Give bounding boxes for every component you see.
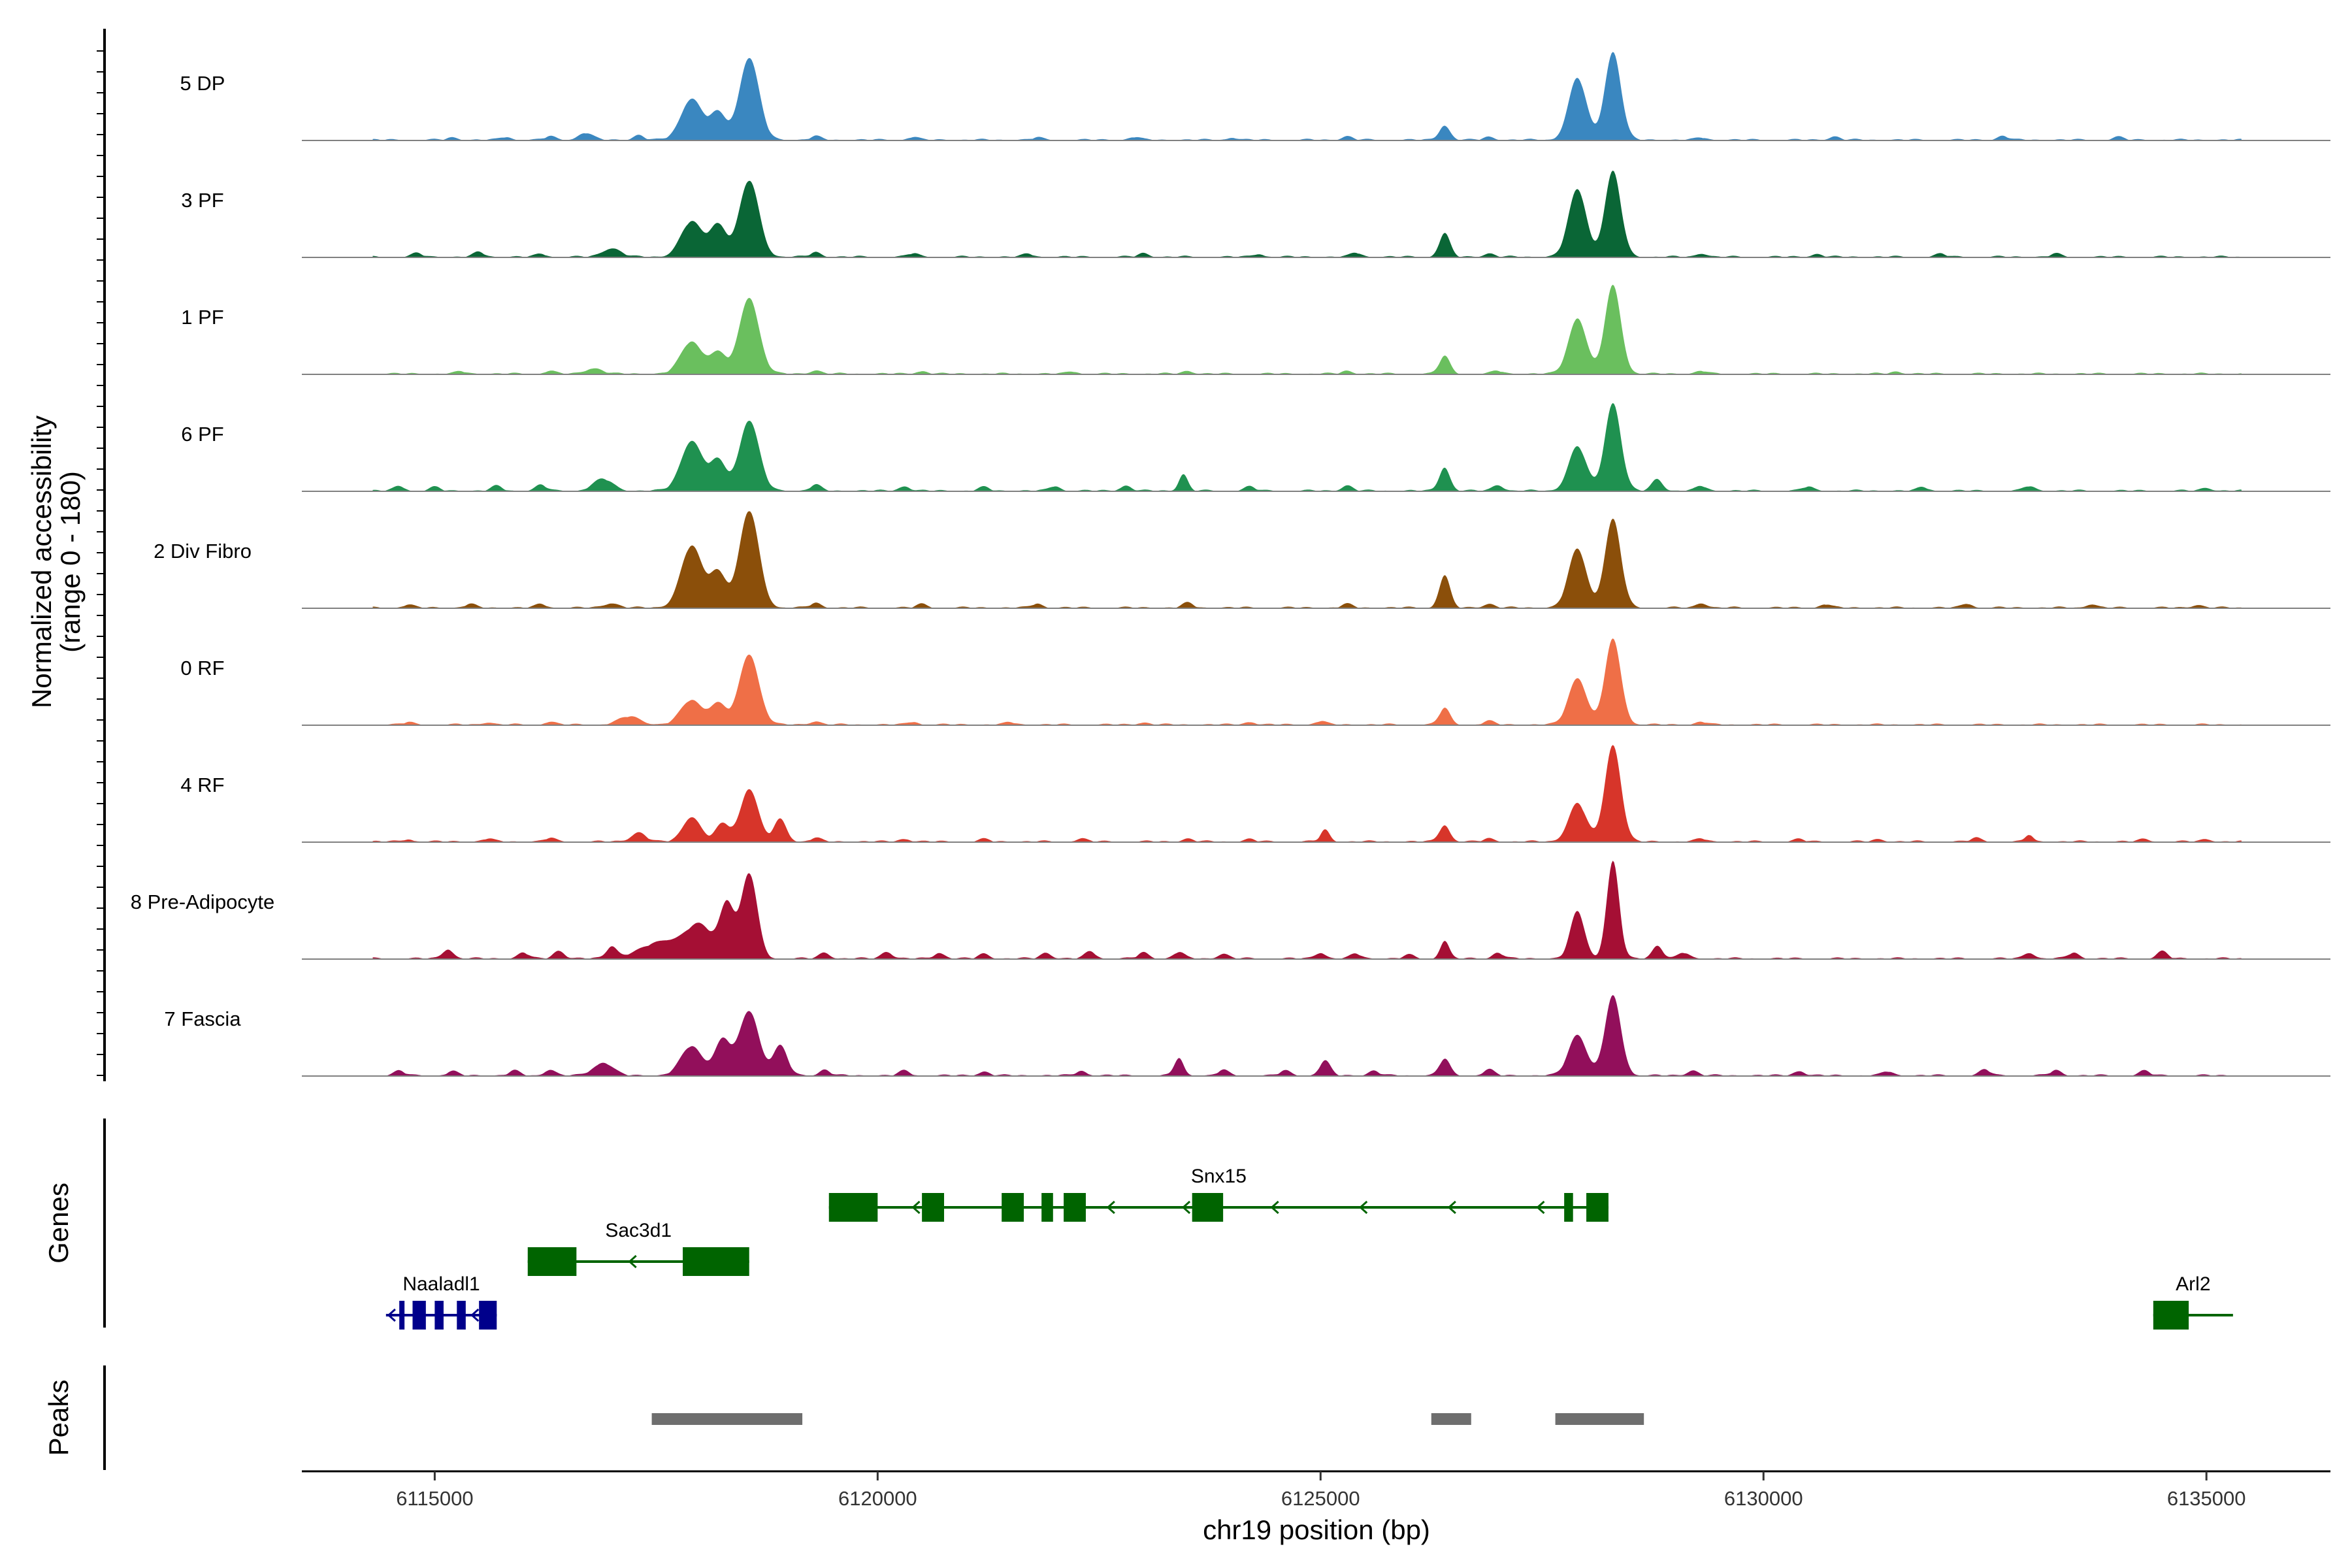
- track-label: 5 DP: [180, 72, 225, 95]
- strand-arrow: [387, 1308, 396, 1322]
- coverage-area: [372, 745, 2242, 842]
- gene-label: Snx15: [1191, 1166, 1247, 1187]
- gene-exon: [1586, 1193, 1609, 1222]
- track-1-pf: 1 PF: [181, 284, 2330, 375]
- y-axis-title-line1: Normalized accessibility: [26, 416, 57, 708]
- track-2-div-fibro: 2 Div Fibro: [154, 511, 2330, 609]
- x-tick-label: 6130000: [1724, 1487, 1803, 1510]
- y-axis-title: Normalized accessibility (range 0 - 180): [26, 416, 86, 708]
- track-label: 2 Div Fibro: [154, 540, 252, 563]
- coverage-area: [372, 402, 2242, 491]
- gene-annotations: Snx15 Sac3d1 Naaladl1 Arl2: [385, 1166, 2233, 1330]
- strand-arrow: [911, 1200, 921, 1215]
- peak-region-bar: [1555, 1413, 1644, 1425]
- gene-exon: [1064, 1193, 1086, 1222]
- x-axis-ticks: 6115000 6120000 6125000 6130000 6135000: [396, 1471, 2246, 1510]
- gene-exon: [1041, 1193, 1053, 1222]
- accessibility-tracks: 5 DP 3 PF 1 PF 6 PF 2 Div Fibro 0 RF 4 RF 8 Pre…: [131, 52, 2330, 1077]
- coverage-area: [372, 995, 2242, 1076]
- gene-naaladl1: Naaladl1: [385, 1273, 497, 1330]
- coverage-area: [372, 511, 2242, 608]
- x-tick-label: 6125000: [1281, 1487, 1360, 1510]
- gene-label: Naaladl1: [402, 1273, 480, 1295]
- strand-arrow: [1536, 1200, 1545, 1215]
- strand-arrow: [628, 1254, 637, 1269]
- coverage-area: [372, 860, 2242, 959]
- gene-label: Arl2: [2176, 1273, 2210, 1295]
- gene-arl2: Arl2: [2153, 1273, 2233, 1330]
- peak-region-bar: [651, 1413, 803, 1425]
- gene-exon: [828, 1193, 878, 1222]
- track-8-pre-adipocyte: 8 Pre-Adipocyte: [131, 860, 2330, 960]
- gene-exon: [1564, 1193, 1573, 1222]
- track-label: 8 Pre-Adipocyte: [131, 890, 275, 913]
- track-label: 1 PF: [181, 306, 223, 329]
- track-label: 4 RF: [180, 774, 224, 796]
- gene-exon: [434, 1301, 444, 1330]
- strand-arrow: [1447, 1200, 1456, 1215]
- gene-exon: [457, 1301, 466, 1330]
- peak-regions: [651, 1413, 1644, 1425]
- gene-exon: [922, 1193, 945, 1222]
- gene-exon: [412, 1301, 426, 1330]
- gene-exon: [399, 1301, 405, 1330]
- y-axis-minor-ticks: [97, 50, 105, 1076]
- coverage-area: [372, 52, 2242, 140]
- coverage-area: [372, 171, 2242, 257]
- track-0-rf: 0 RF: [180, 638, 2330, 726]
- gene-exon: [527, 1247, 577, 1276]
- track-label: 0 RF: [180, 657, 224, 679]
- track-3-pf: 3 PF: [181, 171, 2330, 258]
- x-tick-label: 6115000: [396, 1487, 473, 1510]
- strand-arrow: [470, 1308, 480, 1322]
- x-axis-title: chr19 position (bp): [1203, 1514, 1430, 1545]
- gene-exon: [2153, 1301, 2189, 1330]
- peaks-panel-label: Peaks: [43, 1380, 74, 1456]
- gene-exon: [683, 1247, 749, 1276]
- strand-arrow: [1270, 1200, 1279, 1215]
- strand-arrow: [1181, 1200, 1191, 1215]
- track-5-dp: 5 DP: [180, 52, 2330, 141]
- track-7-fascia: 7 Fascia: [164, 995, 2330, 1077]
- strand-arrow: [1106, 1200, 1115, 1215]
- gene-label: Sac3d1: [605, 1220, 672, 1241]
- peak-region-bar: [1431, 1413, 1471, 1425]
- x-tick-label: 6120000: [838, 1487, 917, 1510]
- gene-sac3d1: Sac3d1: [527, 1220, 749, 1276]
- track-label: 7 Fascia: [164, 1007, 241, 1030]
- gene-exon: [1002, 1193, 1024, 1222]
- gene-snx15: Snx15: [828, 1166, 1609, 1222]
- genes-panel-label: Genes: [43, 1183, 74, 1264]
- strand-arrow: [1359, 1200, 1368, 1215]
- track-4-rf: 4 RF: [180, 745, 2330, 843]
- y-axis-title-line2: (range 0 - 180): [55, 471, 86, 653]
- coverage-area: [372, 638, 2242, 725]
- coverage-area: [372, 284, 2242, 374]
- track-label: 3 PF: [181, 189, 223, 212]
- gene-exon: [479, 1301, 497, 1330]
- gene-exon: [1192, 1193, 1224, 1222]
- track-label: 6 PF: [181, 423, 223, 446]
- x-tick-label: 6135000: [2167, 1487, 2246, 1510]
- track-6-pf: 6 PF: [181, 402, 2330, 492]
